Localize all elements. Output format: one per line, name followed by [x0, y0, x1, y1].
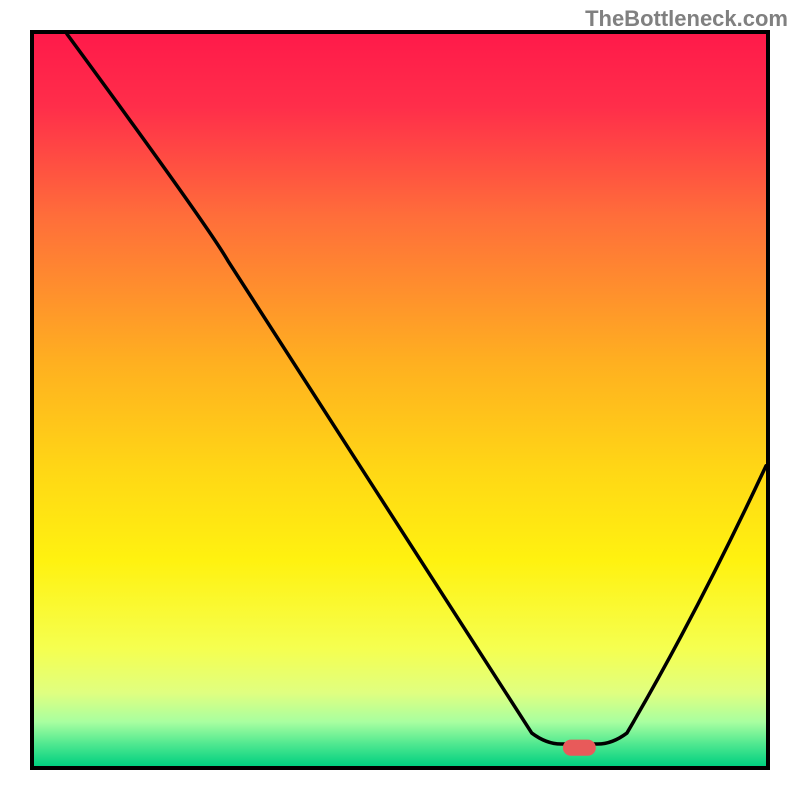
chart-background: [34, 34, 766, 766]
optimal-marker: [563, 740, 596, 756]
chart-frame: [30, 30, 770, 770]
chart-svg: [34, 34, 766, 766]
watermark-text: TheBottleneck.com: [585, 6, 788, 32]
